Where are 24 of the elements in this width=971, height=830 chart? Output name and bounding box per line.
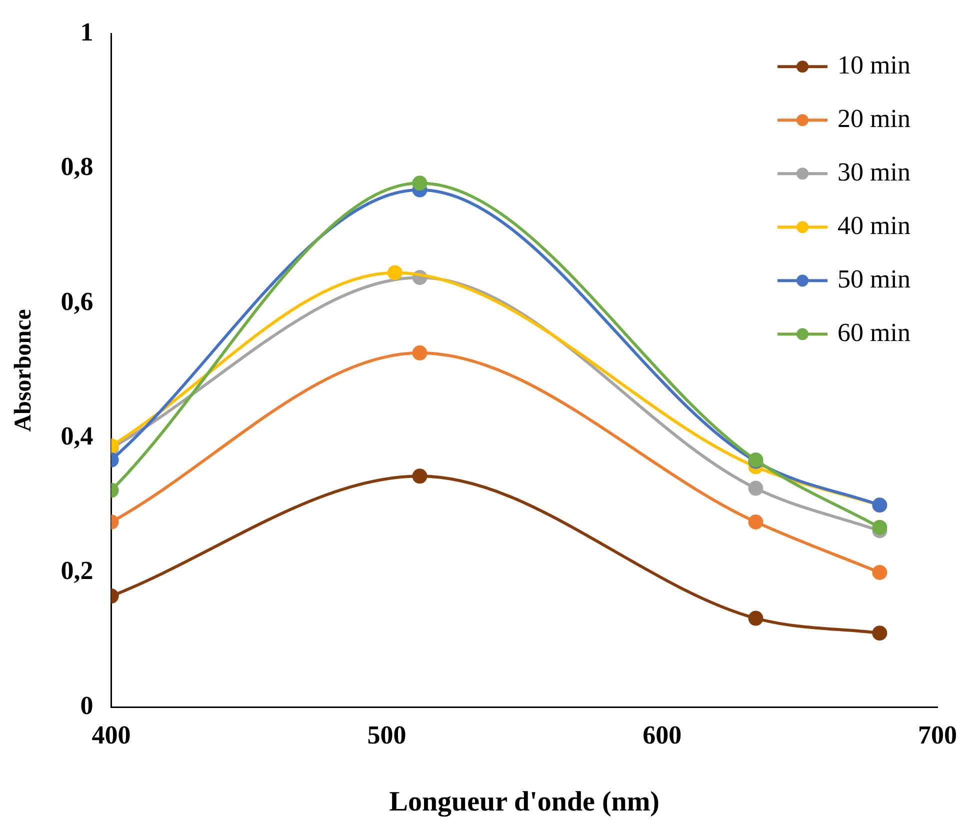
legend-label: 20 min — [838, 104, 910, 133]
x-tick-label: 700 — [918, 720, 957, 750]
x-tick-label: 500 — [367, 720, 406, 750]
point — [872, 564, 888, 580]
y-tick-label: 1 — [80, 17, 94, 46]
point — [748, 480, 764, 496]
point — [748, 514, 764, 530]
y-tick-label: 0,4 — [60, 421, 94, 450]
legend-label: 40 min — [838, 210, 910, 240]
point — [872, 520, 888, 535]
y-tick-label: 0,2 — [60, 556, 94, 586]
legend-label: 60 min — [838, 318, 910, 347]
y-tick-label: 0,8 — [60, 152, 94, 182]
x-axis-title: Longueur d'onde (nm) — [389, 786, 660, 818]
y-tick-label: 0,6 — [60, 286, 94, 316]
y-axis-title: Absorbonce — [10, 308, 37, 432]
point — [872, 626, 888, 641]
x-tick-label: 400 — [92, 720, 131, 750]
legend-label: 50 min — [838, 264, 910, 294]
x-tick-label: 600 — [642, 720, 682, 750]
legend-label: 30 min — [838, 157, 910, 186]
legend-label: 10 min — [838, 50, 910, 80]
point — [748, 610, 764, 626]
y-tick-label: 0 — [80, 690, 94, 720]
